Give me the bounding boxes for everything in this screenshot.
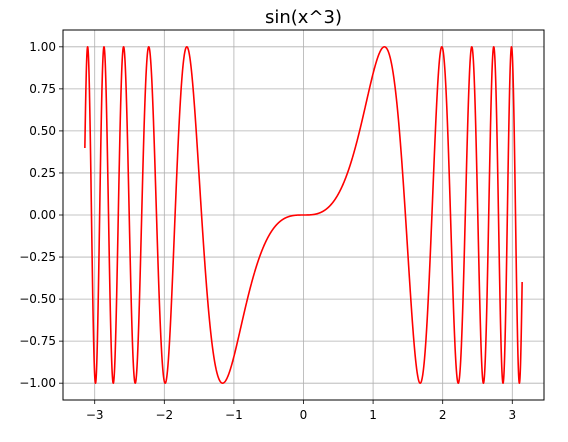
y-tick-label: 0.25 <box>29 166 56 180</box>
y-tick-label: 0.00 <box>29 208 56 222</box>
y-tick-label: 0.75 <box>29 82 56 96</box>
y-axis: −1.00 −0.75 −0.50 −0.25 0.00 0.25 0.50 0.75 1.00 <box>19 40 63 390</box>
y-tick-label: −0.75 <box>19 334 56 348</box>
x-tick-label: −3 <box>86 408 104 422</box>
grid-lines <box>63 30 544 400</box>
series-line <box>84 46 523 384</box>
x-tick-label: 3 <box>508 408 516 422</box>
x-tick-label: −2 <box>155 408 173 422</box>
x-tick-label: 2 <box>439 408 447 422</box>
x-tick-label: 1 <box>369 408 377 422</box>
y-tick-label: −0.25 <box>19 250 56 264</box>
x-tick-label: −1 <box>225 408 243 422</box>
y-tick-label: 1.00 <box>29 40 56 54</box>
chart-title: sin(x^3) <box>265 7 342 28</box>
y-tick-label: −1.00 <box>19 376 56 390</box>
x-tick-label: 0 <box>300 408 308 422</box>
y-tick-label: 0.50 <box>29 124 56 138</box>
x-axis: −3 −2 −1 0 1 2 3 <box>86 400 516 422</box>
series-group <box>84 46 523 384</box>
y-tick-label: −0.50 <box>19 292 56 306</box>
